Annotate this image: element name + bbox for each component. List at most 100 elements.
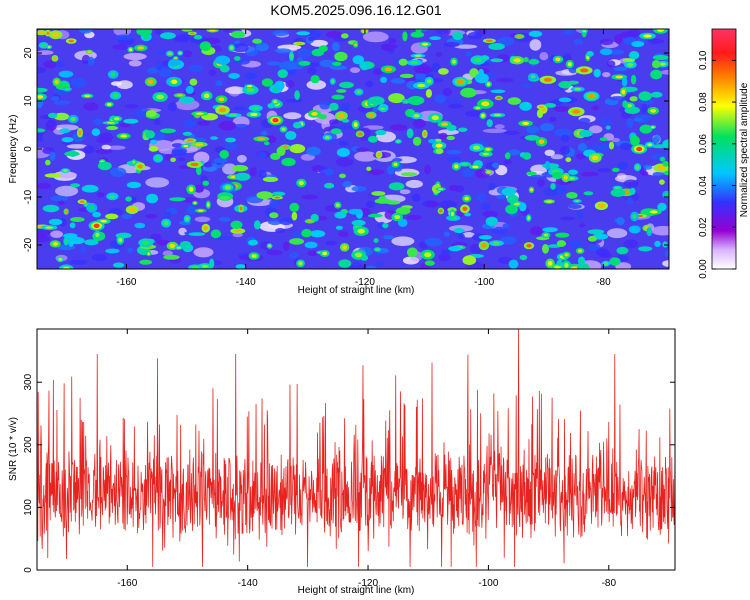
heatmap-cell: [106, 121, 115, 124]
heatmap-cell: [368, 135, 378, 143]
heatmap-cell: [438, 132, 448, 140]
heatmap-cell: [339, 173, 346, 179]
heatmap-cell: [215, 80, 223, 87]
heatmap-cell: [290, 53, 293, 59]
heatmap-cell: [572, 109, 581, 114]
heatmap-peak: [588, 94, 595, 99]
heatmap-cell: [564, 262, 569, 268]
heatmap-cell: [46, 119, 57, 128]
heatmap-cell: [476, 193, 487, 203]
heatmap-cell: [252, 38, 262, 44]
heatmap-cell: [623, 239, 638, 249]
heatmap-cell: [324, 168, 334, 176]
heatmap-cell: [132, 160, 136, 164]
heatmap-cell: [452, 59, 456, 64]
heatmap-cell: [168, 58, 181, 67]
heatmap-cell: [251, 254, 257, 258]
heatmap-cell: [139, 259, 153, 265]
heatmap-cell: [587, 229, 605, 235]
heatmap-cell: [43, 60, 57, 69]
heatmap-cell: [500, 236, 517, 245]
heatmap-cell: [539, 52, 549, 61]
heatmap-cell: [275, 227, 286, 234]
heatmap-cell: [276, 146, 286, 156]
heatmap-cell: [575, 153, 587, 160]
heatmap-cell: [199, 41, 212, 52]
heatmap-cell: [137, 46, 145, 50]
heatmap-cell: [338, 231, 349, 238]
heatmap-cell: [354, 151, 378, 162]
heatmap-cell: [654, 240, 661, 247]
heatmap-cell: [544, 161, 551, 170]
heatmap-cell: [600, 117, 612, 125]
heatmap-cell: [37, 182, 52, 190]
heatmap-cell: [383, 235, 395, 240]
heatmap-cell: [336, 89, 347, 93]
heatmap-cell: [574, 200, 580, 202]
heatmap-cell: [638, 91, 652, 101]
heatmap-cell: [336, 147, 350, 157]
snr-y-tick-label: 100: [23, 499, 34, 516]
heatmap-cell: [439, 200, 457, 209]
heatmap-cell: [398, 58, 408, 66]
heatmap-cell: [427, 79, 432, 84]
heatmap-cell: [52, 32, 60, 37]
heatmap-cell: [448, 246, 462, 252]
heatmap-cell: [480, 203, 491, 210]
heatmap-cell: [338, 125, 356, 130]
heatmap-x-tick-label: -80: [596, 277, 611, 288]
heatmap-cell: [187, 139, 194, 142]
heatmap-cell: [215, 236, 233, 241]
heatmap-cell: [203, 162, 213, 168]
heatmap-cell: [185, 132, 190, 135]
heatmap-cell: [464, 212, 471, 217]
heatmap-cell: [606, 228, 628, 239]
heatmap-cell: [295, 123, 300, 127]
heatmap-cell: [127, 247, 134, 253]
heatmap-cell: [530, 188, 533, 192]
heatmap-cell: [112, 93, 119, 98]
heatmap-cell: [289, 238, 305, 245]
heatmap-cell: [375, 129, 387, 136]
heatmap-cell: [664, 192, 669, 197]
heatmap-cell: [454, 44, 478, 49]
heatmap-cell: [258, 169, 267, 179]
heatmap-cell: [599, 137, 608, 141]
heatmap-cell: [155, 156, 161, 161]
heatmap-cell: [638, 246, 653, 252]
heatmap-cell: [69, 259, 88, 265]
heatmap-peak: [636, 146, 643, 152]
heatmap-cell: [447, 103, 464, 109]
snr-x-axis: -160 -140 -120 -100 -80: [117, 329, 616, 589]
heatmap-cell: [120, 134, 128, 138]
heatmap-cell: [481, 243, 487, 248]
heatmap-cell: [508, 259, 519, 269]
heatmap-cell: [339, 103, 351, 111]
heatmap-cell: [46, 31, 50, 35]
heatmap-cell: [193, 34, 203, 40]
heatmap-cell: [635, 165, 640, 170]
heatmap-cell: [203, 226, 208, 231]
colorbar-tick-label: 0.06: [698, 134, 709, 154]
heatmap-cell: [523, 57, 529, 63]
heatmap-cell: [410, 61, 419, 65]
heatmap-cell: [438, 68, 449, 75]
heatmap-cell: [414, 54, 422, 57]
heatmap-cell: [114, 117, 120, 121]
heatmap-cell: [627, 29, 641, 37]
snr-frame: [36, 328, 676, 571]
heatmap-cell: [619, 142, 632, 151]
heatmap-cell: [588, 243, 601, 252]
heatmap-cell: [272, 30, 289, 36]
heatmap-cell: [183, 145, 189, 148]
colorbar: 0.00 0.02 0.04 0.06 0.08 0.10 Normalized spec…: [698, 28, 750, 279]
heatmap-cell: [528, 59, 540, 65]
heatmap-cell: [519, 254, 528, 261]
heatmap-cell: [412, 118, 426, 129]
heatmap-cell: [266, 249, 283, 256]
heatmap-cell: [56, 171, 77, 179]
heatmap-cell: [616, 246, 629, 255]
heatmap-cell: [319, 101, 331, 110]
heatmap-cell: [513, 58, 521, 63]
heatmap-cell: [178, 227, 187, 236]
